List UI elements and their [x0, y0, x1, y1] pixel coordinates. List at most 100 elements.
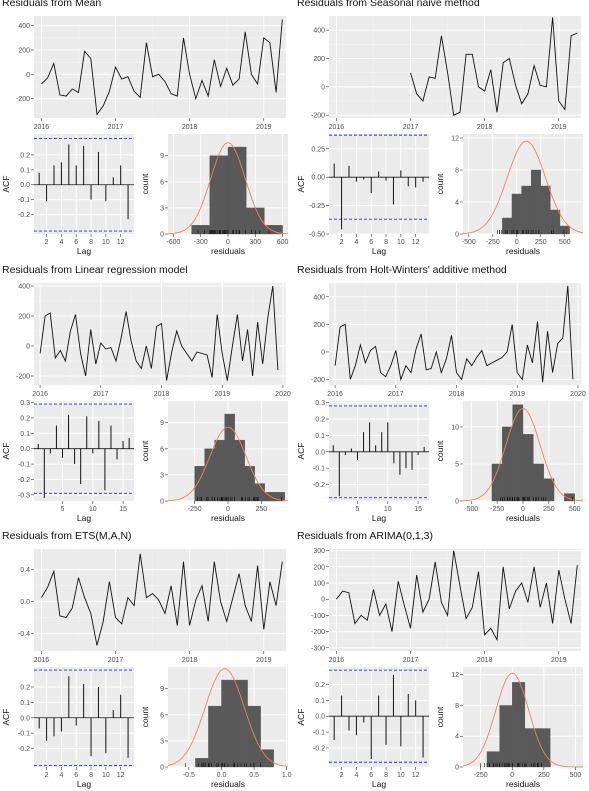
- holtwinters-acf-x-axis-title: Lag: [372, 513, 386, 523]
- linear-hist-x-axis-title: residuals: [211, 513, 245, 523]
- holtwinters-acf-x-tick-label: 5: [356, 506, 360, 513]
- linear-hist-y-tick-label: 6: [160, 446, 164, 453]
- holtwinters-line-x-tick-label: 2017: [388, 391, 404, 398]
- holtwinters-line-y-tick-label: 0: [321, 349, 325, 356]
- arima-acf-x-tick-label: 10: [397, 772, 405, 779]
- arima-panel-title: Residuals from ARIMA(0,1,3): [297, 530, 433, 542]
- snaive-panel-title: Residuals from Seasonal naive method: [297, 0, 480, 9]
- linear-hist-y-axis-title: count: [140, 440, 150, 461]
- snaive-acf-chart: -0.50 -0.25 0.00 0.25 2 4 6 8 10 12 Lag ACF: [296, 134, 429, 256]
- snaive-hist-x-tick-label: 250: [535, 239, 547, 246]
- snaive-acf-y-tick-label: -0.50: [309, 232, 325, 239]
- holtwinters-hist-x-tick-label: -500: [464, 506, 478, 513]
- arima-hist-x-tick-label: 250: [538, 772, 550, 779]
- linear-line-panel-bg: [34, 283, 286, 385]
- holtwinters-hist-bar: [564, 493, 575, 502]
- snaive-acf-x-tick-label: 12: [412, 239, 420, 246]
- arima-line-x-tick-label: 2018: [477, 657, 493, 664]
- holtwinters-hist-bar: [533, 463, 544, 502]
- ets-hist-normal-curve: [167, 668, 289, 767]
- linear-line-y-tick-label: 0: [26, 344, 30, 351]
- holtwinters-line-y-tick-label: 400: [313, 294, 325, 301]
- ets-line-x-tick-label: 2016: [34, 657, 50, 664]
- linear-acf-x-tick-label: 15: [119, 506, 127, 513]
- holtwinters-line-panel-bg: [329, 283, 581, 385]
- mean-hist-bar: [191, 225, 211, 235]
- mean-acf-y-tick-label: 0.0: [20, 182, 30, 189]
- ets-acf-y-tick-label: 0.1: [20, 700, 30, 707]
- ets-hist-y-tick-label: 6: [160, 712, 164, 719]
- mean-acf-y-axis-title: ACF: [1, 176, 11, 193]
- ets-residual-line-chart: -0.4 0.0 0.4 2016 2017 2018 2019: [18, 549, 286, 664]
- mean-acf-y-tick-label: 0.1: [20, 167, 30, 174]
- arima-line-x-tick-label: 2016: [329, 657, 345, 664]
- mean-hist-x-tick-label: 0: [226, 239, 230, 246]
- holtwinters-hist-x-tick-label: 0: [521, 506, 525, 513]
- arima-acf-chart: -0.2 -0.1 0.0 0.1 0.2 2 4 6 8 10 12 Lag ACF: [296, 667, 429, 789]
- snaive-hist-bar: [530, 169, 541, 235]
- ets-acf-x-tick-label: 12: [117, 772, 125, 779]
- holtwinters-line-y-tick-label: -200: [311, 377, 325, 384]
- linear-acf-panel-bg: [34, 401, 134, 501]
- holtwinters-hist-x-tick-label: 250: [543, 506, 555, 513]
- holtwinters-acf-x-tick-label: 10: [384, 506, 392, 513]
- linear-histogram-chart: 0 3 6 9 -250 0 250 residuals count: [140, 401, 289, 523]
- holtwinters-acf-panel-bg: [329, 401, 429, 501]
- mean-hist-normal-curve: [167, 142, 289, 235]
- arima-line-panel-bg: [329, 549, 581, 651]
- ets-line-y-tick-label: -0.4: [18, 631, 30, 638]
- holtwinters-hist-bar: [502, 426, 513, 502]
- holtwinters-histogram-chart: 0 5 10 -500 -250 0 250 500 residuals count: [435, 401, 584, 523]
- arima-acf-x-axis-title: Lag: [372, 779, 386, 789]
- linear-line-x-tick-label: 2018: [154, 391, 170, 398]
- holtwinters-hist-bar: [543, 478, 555, 502]
- ets-acf-x-tick-label: 10: [102, 772, 110, 779]
- linear-panel: Residuals from Linear regression model -…: [0, 264, 294, 525]
- linear-acf-chart: -0.3 -0.2 -0.1 0.0 0.1 0.2 0.3 5 10 15 Lag ACF: [1, 400, 134, 523]
- mean-panel-title: Residuals from Mean: [2, 0, 102, 9]
- arima-hist-y-tick-label: 12: [451, 672, 459, 679]
- ets-panel: Residuals from ETS(M,A,N) -0.4 0.0 0.4 2016…: [0, 530, 294, 791]
- snaive-hist-x-tick-label: -500: [462, 239, 476, 246]
- holtwinters-hist-normal-curve: [462, 407, 584, 502]
- ets-acf-x-tick-label: 4: [59, 772, 63, 779]
- ets-hist-bar: [234, 679, 248, 768]
- arima-acf-y-axis-title: ACF: [296, 709, 306, 726]
- holtwinters-hist-y-tick-label: 10: [451, 424, 459, 431]
- linear-hist-x-tick-label: 250: [255, 506, 267, 513]
- arima-hist-x-axis-title: residuals: [506, 779, 540, 789]
- mean-line-x-tick-label: 2016: [34, 124, 50, 131]
- arima-line-x-tick-label: 2019: [551, 657, 567, 664]
- holtwinters-hist-y-tick-label: 0: [455, 499, 459, 506]
- ets-hist-bar: [221, 679, 235, 768]
- snaive-acf-y-tick-label: -0.25: [309, 203, 325, 210]
- holtwinters-panel: Residuals from Holt-Winters' additive me…: [295, 264, 589, 525]
- mean-acf-x-tick-label: 10: [102, 239, 110, 246]
- arima-line-y-tick-label: -200: [311, 629, 325, 636]
- mean-acf-x-tick-label: 8: [89, 239, 93, 246]
- snaive-hist-y-tick-label: 8: [455, 168, 459, 175]
- linear-line-x-tick-label: 2020: [275, 391, 291, 398]
- snaive-hist-y-tick-label: 12: [451, 136, 459, 143]
- mean-hist-y-axis-title: count: [140, 173, 150, 194]
- linear-acf-y-axis-title: ACF: [1, 443, 11, 460]
- holtwinters-line-x-tick-label: 2020: [570, 391, 586, 398]
- ets-hist-y-tick-label: 9: [160, 686, 164, 693]
- linear-line-x-tick-label: 2019: [214, 391, 230, 398]
- mean-hist-y-tick-label: 9: [160, 153, 164, 160]
- linear-hist-bar: [244, 466, 255, 502]
- mean-panel: Residuals from Mean -200 0 200 400 2016 2017 2…: [0, 0, 294, 258]
- linear-line-x-tick-label: 2016: [32, 391, 48, 398]
- holtwinters-acf-y-tick-label: 0.3: [315, 400, 325, 407]
- linear-acf-y-tick-label: -0.1: [18, 462, 30, 469]
- snaive-line-x-tick-label: 2018: [477, 124, 493, 131]
- ets-line-x-tick-label: 2017: [108, 657, 124, 664]
- holtwinters-acf-y-axis-title: ACF: [296, 443, 306, 460]
- ets-line-panel-bg: [34, 549, 286, 651]
- linear-hist-normal-curve: [167, 426, 289, 502]
- holtwinters-acf-y-tick-label: -0.1: [313, 466, 325, 473]
- mean-hist-y-tick-label: 6: [160, 179, 164, 186]
- arima-hist-y-tick-label: 8: [455, 703, 459, 710]
- arima-acf-y-tick-label: 0.0: [315, 714, 325, 721]
- arima-line-y-tick-label: 300: [313, 548, 325, 555]
